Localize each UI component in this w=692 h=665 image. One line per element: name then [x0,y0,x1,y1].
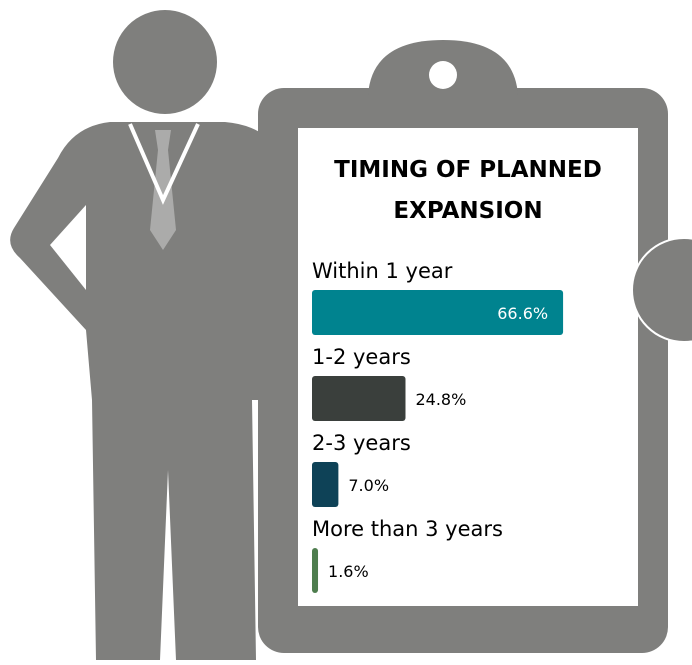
bar [312,376,406,421]
bar [312,462,339,507]
head [113,10,217,114]
body [10,122,291,660]
category-label: Within 1 year [312,259,453,283]
category-label: More than 3 years [312,517,503,541]
clip-hole [429,61,457,89]
value-label: 24.8% [415,390,466,409]
value-label: 1.6% [328,562,369,581]
paper [298,128,638,606]
arm-gap [50,205,86,290]
hand [631,237,692,343]
collar [128,123,200,205]
person-silhouette [10,10,291,660]
chart-title: TIMING OF PLANNED EXPANSION [334,157,602,224]
value-label: 66.6% [497,304,548,323]
bar [312,290,564,335]
category-label: 2-3 years [312,431,411,455]
tie [150,130,176,250]
value-label: 7.0% [348,476,389,495]
bar [312,548,319,593]
clipboard [258,40,692,653]
category-label: 1-2 years [312,345,411,369]
